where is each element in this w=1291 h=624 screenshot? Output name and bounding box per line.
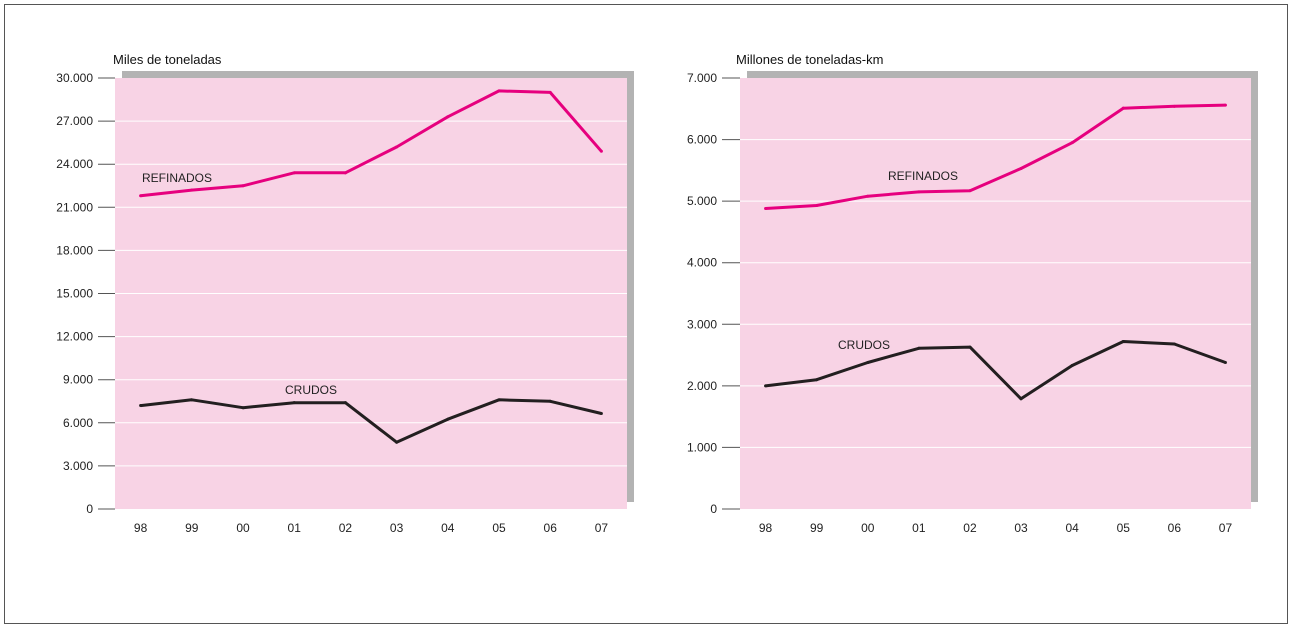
data-point-refinados <box>1121 106 1125 110</box>
data-point-refinados <box>968 189 972 193</box>
y-tick-label: 4.000 <box>687 256 717 270</box>
x-tick-label: 04 <box>441 521 455 535</box>
data-point-crudos <box>1070 364 1074 368</box>
series-label-crudos: CRUDOS <box>285 383 337 397</box>
data-point-refinados <box>815 203 819 207</box>
y-tick-label: 0 <box>86 502 93 516</box>
data-point-refinados <box>1172 104 1176 108</box>
data-point-refinados <box>548 90 552 94</box>
data-point-crudos <box>866 360 870 364</box>
data-point-crudos <box>446 417 450 421</box>
series-label-crudos: CRUDOS <box>838 338 890 352</box>
y-tick-label: 6.000 <box>687 133 717 147</box>
x-tick-label: 99 <box>185 521 199 535</box>
y-axis-unit-label: Miles de toneladas <box>113 52 222 67</box>
data-point-crudos <box>1223 360 1227 364</box>
y-tick-label: 5.000 <box>687 194 717 208</box>
y-tick-label: 7.000 <box>687 71 717 85</box>
data-point-refinados <box>1019 167 1023 171</box>
data-point-refinados <box>241 184 245 188</box>
data-point-refinados <box>343 171 347 175</box>
data-point-crudos <box>292 401 296 405</box>
data-point-refinados <box>395 145 399 149</box>
series-label-refinados: REFINADOS <box>888 169 958 183</box>
data-point-refinados <box>866 194 870 198</box>
data-point-crudos <box>599 411 603 415</box>
series-label-refinados: REFINADOS <box>142 171 212 185</box>
x-tick-label: 99 <box>810 521 824 535</box>
x-tick-label: 05 <box>492 521 506 535</box>
data-point-refinados <box>917 190 921 194</box>
series-line-crudos <box>140 398 602 444</box>
x-tick-label: 98 <box>134 521 148 535</box>
x-tick-label: 02 <box>339 521 353 535</box>
x-tick-label: 06 <box>544 521 558 535</box>
data-point-crudos <box>395 440 399 444</box>
x-tick-label: 03 <box>1014 521 1028 535</box>
series-line-refinados <box>140 89 603 198</box>
data-point-refinados <box>1223 103 1227 107</box>
data-point-crudos <box>241 406 245 410</box>
y-tick-label: 0 <box>710 502 717 516</box>
data-point-crudos <box>968 345 972 349</box>
data-point-crudos <box>1019 397 1023 401</box>
x-tick-label: 98 <box>759 521 773 535</box>
x-tick-label: 01 <box>288 521 302 535</box>
data-point-crudos <box>1121 340 1125 344</box>
data-point-refinados <box>764 207 768 211</box>
y-tick-label: 3.000 <box>687 317 717 331</box>
y-tick-label: 15.000 <box>56 287 93 301</box>
data-point-crudos <box>497 398 501 402</box>
y-tick-label: 27.000 <box>56 114 93 128</box>
data-point-crudos <box>1172 342 1176 346</box>
x-tick-label: 07 <box>1219 521 1233 535</box>
data-point-refinados <box>446 115 450 119</box>
x-tick-label: 07 <box>595 521 609 535</box>
series-line-refinados <box>765 103 1226 210</box>
data-point-crudos <box>815 378 819 382</box>
y-tick-label: 30.000 <box>56 71 93 85</box>
x-tick-label: 01 <box>912 521 926 535</box>
x-tick-label: 03 <box>390 521 404 535</box>
x-tick-label: 04 <box>1065 521 1079 535</box>
y-tick-label: 3.000 <box>63 459 93 473</box>
data-point-crudos <box>548 399 552 403</box>
data-point-crudos <box>343 401 347 405</box>
data-point-refinados <box>190 188 194 192</box>
y-axis-unit-label: Millones de toneladas-km <box>736 52 883 67</box>
data-point-crudos <box>917 346 921 350</box>
plot-area <box>740 78 1251 509</box>
y-tick-label: 2.000 <box>687 379 717 393</box>
y-tick-label: 12.000 <box>56 330 93 344</box>
data-point-crudos <box>764 384 768 388</box>
data-point-refinados <box>139 194 143 198</box>
data-point-refinados <box>1070 141 1074 145</box>
chart-panel-1: 0 3.000 6.000 9.000 12.000 15.000 18.000 21.000… <box>56 52 634 535</box>
y-tick-label: 1.000 <box>687 440 717 454</box>
x-tick-label: 02 <box>963 521 977 535</box>
charts-canvas: 0 3.000 6.000 9.000 12.000 15.000 18.000 21.000… <box>56 52 1258 535</box>
data-point-refinados <box>292 171 296 175</box>
y-tick-label: 9.000 <box>63 373 93 387</box>
chart-panel-2: 0 1.000 2.000 3.000 4.000 5.000 6.000 7.000 98 99… <box>687 52 1258 535</box>
y-tick-label: 24.000 <box>56 157 93 171</box>
data-point-refinados <box>599 149 603 153</box>
series-line-crudos <box>765 340 1227 401</box>
y-tick-label: 21.000 <box>56 200 93 214</box>
y-tick-label: 18.000 <box>56 243 93 257</box>
x-tick-label: 00 <box>861 521 875 535</box>
x-tick-label: 05 <box>1117 521 1131 535</box>
data-point-crudos <box>190 398 194 402</box>
y-tick-label: 6.000 <box>63 416 93 430</box>
x-tick-label: 00 <box>236 521 250 535</box>
data-point-crudos <box>139 404 143 408</box>
data-point-refinados <box>497 89 501 93</box>
x-tick-label: 06 <box>1168 521 1182 535</box>
